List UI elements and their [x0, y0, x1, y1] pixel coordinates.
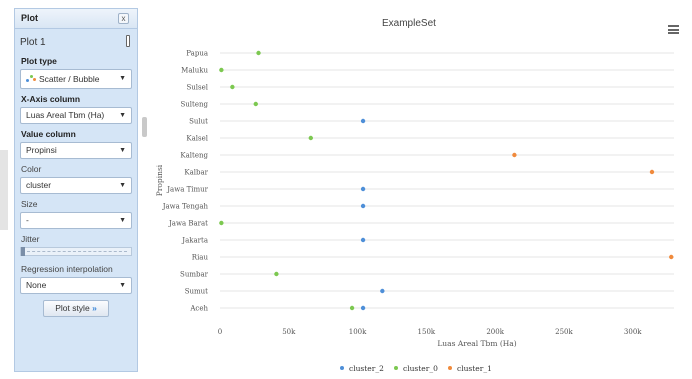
left-edge-strip [0, 150, 8, 230]
plot-style-button[interactable]: Plot style » [43, 300, 109, 317]
hamburger-menu-icon[interactable] [668, 25, 679, 34]
regression-select[interactable]: None ▼ [20, 277, 132, 294]
x-tick-label: 300k [624, 328, 642, 336]
legend-label: cluster_1 [457, 364, 492, 373]
x-tick-label: 150k [418, 328, 436, 336]
data-point [349, 305, 355, 311]
data-point [256, 50, 261, 56]
y-axis-title: Propinsi [155, 164, 164, 196]
xaxis-select[interactable]: Luas Areal Tbm (Ha) ▼ [20, 107, 132, 124]
data-point [360, 118, 366, 124]
y-tick-label: Aceh [189, 305, 208, 313]
value-column-value: Propinsi [26, 145, 57, 155]
y-tick-label: Jawa Tengah [162, 203, 209, 211]
y-tick-label: Jawa Timur [166, 186, 208, 194]
x-tick-label: 0 [218, 328, 222, 336]
panel-header: Plot x [15, 9, 137, 29]
data-point [669, 254, 674, 260]
plot-style-label: Plot style [55, 303, 90, 313]
size-select[interactable]: - ▼ [20, 212, 132, 229]
xaxis-label: X-Axis column [21, 94, 81, 104]
x-tick-label: 250k [555, 328, 573, 336]
jitter-slider[interactable] [20, 247, 132, 256]
data-point [380, 288, 385, 294]
data-point [230, 84, 235, 90]
value-column-label: Value column [21, 129, 76, 139]
data-point [219, 67, 224, 73]
y-tick-label: Kalsel [186, 135, 208, 143]
panel-title: Plot [21, 13, 38, 23]
panel-scrollbar[interactable] [141, 9, 149, 373]
y-tick-label: Sumbar [180, 271, 209, 279]
y-tick-label: Jawa Barat [168, 220, 208, 228]
panel-close-button[interactable]: x [118, 13, 129, 24]
y-tick-label: Maluku [181, 67, 208, 75]
legend-label: cluster_2 [349, 364, 384, 373]
data-point [360, 186, 366, 192]
legend-swatch [394, 366, 398, 370]
color-value: cluster [26, 180, 52, 190]
y-tick-label: Sulut [189, 118, 208, 126]
plot-settings-panel: Plot x Plot 1 Plot type Scatter / Bubble… [14, 8, 147, 372]
plot-type-value: Scatter / Bubble [39, 74, 100, 84]
color-select[interactable]: cluster ▼ [20, 177, 132, 194]
legend-swatch [340, 366, 344, 370]
size-value: - [26, 215, 29, 225]
regression-value: None [26, 280, 47, 290]
data-point [219, 220, 224, 226]
scatter-icon [26, 73, 36, 83]
regression-label: Regression interpolation [21, 264, 113, 274]
legend-item-cluster-2[interactable]: cluster_2 [340, 364, 384, 373]
jitter-label: Jitter [21, 234, 40, 244]
color-label: Color [21, 164, 42, 174]
chevron-down-icon: ▼ [119, 217, 126, 224]
data-point [308, 135, 313, 141]
data-point [649, 169, 655, 175]
data-point [360, 203, 366, 209]
jitter-slider-handle[interactable] [21, 247, 25, 256]
data-point [360, 305, 366, 311]
y-tick-label: Sulsel [186, 84, 208, 92]
y-tick-label: Kalteng [180, 152, 208, 160]
jitter-track-line [27, 251, 127, 252]
chevron-down-icon: ▼ [119, 182, 126, 189]
size-label: Size [21, 199, 38, 209]
chevron-down-icon: ▼ [119, 147, 126, 154]
chevron-down-icon: ▼ [119, 75, 126, 82]
double-chevron-right-icon: » [92, 303, 97, 313]
plot-type-label: Plot type [21, 56, 57, 66]
legend-item-cluster-1[interactable]: cluster_1 [448, 364, 492, 373]
scrollbar-thumb[interactable] [142, 117, 147, 137]
x-tick-label: 200k [486, 328, 504, 336]
legend-item-cluster-0[interactable]: cluster_0 [394, 364, 438, 373]
plot-grip-icon[interactable] [126, 35, 130, 47]
data-point [512, 152, 517, 158]
plot-config: Plot 1 Plot type Scatter / Bubble ▼ X-Ax… [20, 35, 132, 367]
scatter-chart: Papua Maluku Sulsel Sulteng Sulut Kalsel Kalte… [155, 50, 674, 348]
y-tick-label: Riau [192, 254, 209, 262]
legend-label: cluster_0 [403, 364, 438, 373]
chart-title: ExampleSet [382, 18, 436, 29]
y-tick-label: Papua [186, 50, 208, 58]
chevron-down-icon: ▼ [119, 112, 126, 119]
chevron-down-icon: ▼ [119, 282, 126, 289]
data-point [360, 237, 366, 243]
plot-type-select[interactable]: Scatter / Bubble ▼ [20, 69, 132, 89]
x-tick-label: 100k [349, 328, 367, 336]
y-tick-label: Kalbar [184, 169, 208, 177]
x-axis-title: Luas Areal Tbm (Ha) [437, 339, 516, 348]
x-tick-label: 50k [282, 328, 296, 336]
data-point [274, 271, 279, 277]
xaxis-value: Luas Areal Tbm (Ha) [26, 110, 105, 120]
data-point [253, 101, 258, 107]
y-tick-label: Sulteng [181, 101, 209, 109]
plot-name: Plot 1 [20, 37, 46, 48]
chart-legend: cluster_2 cluster_0 cluster_1 [0, 364, 692, 376]
plot-header: Plot 1 [20, 35, 132, 53]
legend-swatch [448, 366, 452, 370]
value-column-select[interactable]: Propinsi ▼ [20, 142, 132, 159]
y-tick-label: Sumut [185, 288, 208, 296]
y-tick-label: Jakarta [181, 237, 208, 245]
